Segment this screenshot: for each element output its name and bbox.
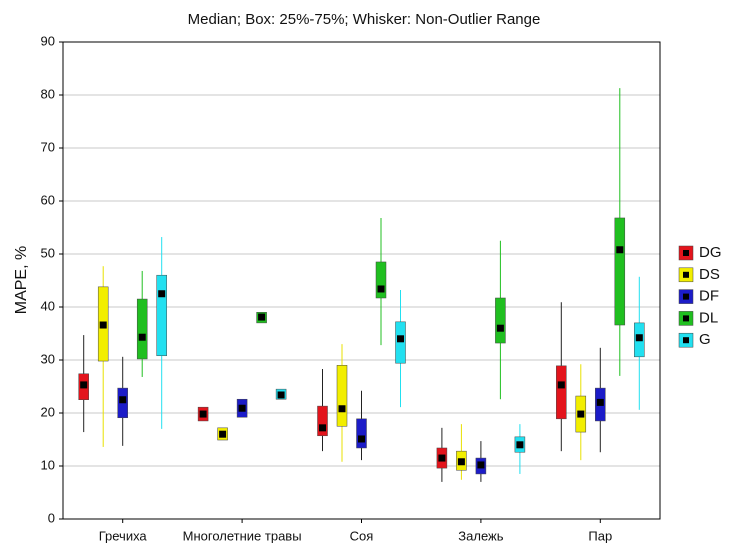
box bbox=[375, 261, 387, 299]
box bbox=[495, 297, 506, 344]
y-tick-label: 80 bbox=[41, 86, 55, 101]
median-marker bbox=[138, 333, 146, 341]
y-tick-label: 0 bbox=[48, 510, 55, 525]
median-marker bbox=[219, 430, 227, 438]
median-marker bbox=[596, 398, 604, 406]
legend-label: DL bbox=[699, 309, 718, 326]
median-marker bbox=[438, 454, 446, 462]
y-tick-label: 60 bbox=[41, 192, 55, 207]
median-marker bbox=[277, 391, 285, 399]
y-tick-label: 10 bbox=[41, 457, 55, 472]
y-axis-label: MAPE, % bbox=[13, 246, 30, 314]
box bbox=[556, 365, 567, 420]
y-tick-label: 30 bbox=[41, 351, 55, 366]
median-marker bbox=[516, 441, 524, 449]
legend-label: DS bbox=[699, 266, 720, 283]
median-marker bbox=[397, 335, 404, 343]
median-marker bbox=[635, 334, 643, 342]
legend-dot bbox=[683, 250, 689, 256]
y-tick-label: 70 bbox=[41, 139, 55, 154]
median-marker bbox=[557, 381, 565, 389]
x-tick-label: Гречиха bbox=[99, 528, 148, 543]
median-marker bbox=[358, 435, 365, 443]
y-tick-label: 40 bbox=[41, 298, 55, 313]
median-marker bbox=[258, 313, 266, 321]
median-marker bbox=[199, 410, 207, 418]
legend-dot bbox=[683, 293, 689, 300]
y-tick-label: 90 bbox=[41, 33, 55, 48]
median-marker bbox=[616, 246, 624, 254]
median-marker bbox=[577, 410, 585, 418]
legend-dot bbox=[683, 337, 689, 344]
median-marker bbox=[496, 324, 504, 332]
box bbox=[614, 217, 626, 326]
legend-label: G bbox=[699, 331, 711, 348]
x-tick-label: Пар bbox=[588, 528, 612, 543]
median-marker bbox=[319, 424, 326, 432]
median-marker bbox=[80, 381, 88, 389]
box bbox=[136, 298, 148, 360]
median-marker bbox=[99, 321, 107, 329]
median-marker bbox=[338, 405, 346, 413]
median-marker bbox=[119, 396, 127, 404]
y-tick-label: 50 bbox=[41, 245, 55, 260]
median-marker bbox=[457, 458, 465, 466]
legend-dot bbox=[683, 315, 689, 322]
y-tick-label: 20 bbox=[41, 404, 55, 419]
median-marker bbox=[477, 461, 485, 469]
chart-title: Median; Box: 25%-75%; Whisker: Non-Outli… bbox=[188, 11, 541, 28]
median-marker bbox=[238, 404, 246, 412]
box bbox=[156, 274, 167, 357]
x-tick-label: Соя bbox=[350, 528, 374, 543]
median-marker bbox=[158, 290, 166, 298]
median-marker bbox=[377, 285, 385, 293]
box bbox=[356, 418, 367, 449]
legend-label: DG bbox=[699, 244, 722, 261]
legend-dot bbox=[683, 271, 689, 278]
x-tick-label: Многолетние травы bbox=[183, 528, 302, 543]
box bbox=[336, 365, 348, 427]
box bbox=[395, 321, 406, 364]
legend-label: DF bbox=[699, 288, 719, 305]
x-tick-label: Залежь bbox=[458, 528, 503, 543]
box bbox=[317, 405, 328, 437]
